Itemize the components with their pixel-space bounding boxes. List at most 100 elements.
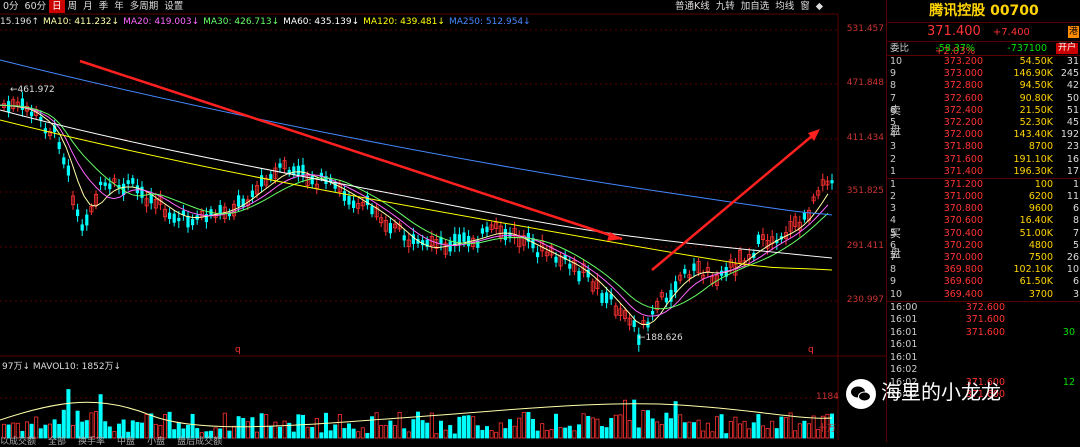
chart-tool-3[interactable]: 均线 — [775, 1, 795, 12]
volume-bar — [747, 428, 752, 439]
candle-body — [365, 195, 369, 206]
volume-bar — [692, 422, 697, 439]
candle-body — [421, 240, 425, 246]
candle-body — [7, 101, 11, 112]
chart-tool-1[interactable]: 九转 — [715, 1, 735, 12]
volume-bar — [158, 424, 163, 439]
candle-body — [172, 213, 176, 223]
volume-bar — [34, 416, 39, 439]
candle-body — [347, 196, 351, 205]
period-tab-4[interactable]: 月 — [83, 1, 93, 12]
period-tab-8[interactable]: 设置 — [164, 1, 184, 12]
stock-title: 腾讯控股 00700 — [887, 0, 1080, 23]
vol-axis-top: 1184 — [816, 392, 839, 402]
candle-body — [830, 180, 834, 184]
chart-tool-4[interactable]: 窗 — [800, 1, 810, 12]
kline-chart[interactable] — [0, 0, 886, 442]
bottom-tabs: 以成交额 全部 换手率 中盘 小盘 盘后成交额 — [0, 434, 234, 447]
sell-row: 1 371.400 196.30K 17 — [890, 165, 1079, 177]
volume-bar — [420, 420, 425, 439]
volume-bar — [121, 419, 126, 439]
chart-tool-5[interactable]: ◆ — [815, 1, 824, 12]
buy-row: 4 370.600 16.40K 8 — [890, 215, 1079, 227]
candle-body — [126, 180, 130, 184]
candle-body — [53, 125, 57, 133]
volume-bar — [738, 423, 743, 439]
candle-body — [825, 180, 830, 186]
volume-bar — [613, 414, 618, 439]
period-tab-0[interactable]: 0分 — [3, 1, 19, 12]
volume-bar — [471, 416, 476, 439]
candle-body — [637, 334, 641, 345]
period-tab-1[interactable]: 60分 — [24, 1, 47, 12]
volume-bar — [682, 422, 687, 439]
volume-bar — [595, 418, 600, 439]
buy-row: 1 371.200 100 1 — [890, 178, 1079, 190]
volume-bar — [300, 414, 305, 439]
candle-body — [678, 274, 683, 281]
candle-body — [756, 234, 760, 244]
volume-bar — [830, 413, 835, 439]
candle-body — [337, 184, 342, 193]
bottom-tab-4[interactable]: 小盘 — [147, 437, 166, 447]
volume-bar — [402, 428, 407, 439]
candle-body — [241, 198, 245, 207]
watermark: 海里的小龙龙 — [845, 372, 1001, 412]
candle-body — [62, 157, 66, 165]
bottom-tab-3[interactable]: 中盘 — [117, 437, 136, 447]
candle-body — [269, 174, 273, 180]
chart-tool-0[interactable]: 普通K线 — [675, 1, 710, 12]
volume-bar — [687, 421, 692, 439]
volume-bar — [503, 428, 508, 439]
low-marker: ←188.626 — [638, 333, 683, 343]
period-tab-7[interactable]: 多周期 — [129, 1, 159, 12]
volume-bar — [632, 399, 637, 439]
volume-bar — [461, 415, 466, 439]
candle-body — [811, 196, 816, 202]
volume-bar — [600, 426, 605, 439]
candle-body — [352, 200, 356, 209]
bottom-tab-1[interactable]: 全部 — [48, 437, 67, 447]
candle-body — [508, 232, 512, 237]
volume-bar — [425, 422, 430, 439]
candle-body — [788, 221, 793, 232]
period-tab-2[interactable]: 日 — [49, 0, 65, 13]
ma-item-3: MA30: 426.713↓ — [203, 17, 280, 27]
volume-bar — [162, 414, 167, 439]
volume-bar — [489, 430, 494, 439]
volume-bar — [770, 420, 775, 439]
volume-bar — [572, 430, 577, 439]
candle-body — [310, 175, 314, 185]
price-tick-label: 230.997 — [846, 295, 884, 305]
volume-bar — [218, 428, 223, 439]
period-tab-5[interactable]: 季 — [98, 1, 109, 12]
open-account-button[interactable]: 开户 — [1055, 43, 1078, 54]
sell-row: 3 371.800 8700 23 — [890, 141, 1079, 153]
candle-body — [379, 217, 384, 224]
price-line: 371.400 +7.400 +2.03% 港 — [887, 23, 1080, 57]
chart-tool-2[interactable]: 加自选 — [740, 1, 770, 12]
sell-row: 10 373.200 54.50K 31 — [890, 56, 1079, 67]
volume-bar — [475, 425, 480, 439]
period-tab-6[interactable]: 年 — [114, 1, 124, 12]
candle-body — [793, 216, 798, 227]
candle-body — [485, 226, 489, 233]
bottom-tab-5[interactable]: 盘后成交额 — [177, 437, 223, 447]
candle-body — [669, 289, 673, 302]
candle-body — [66, 165, 70, 176]
buy-row: 5 370.400 51.00K 7 — [890, 227, 1079, 239]
volume-bar — [586, 415, 591, 439]
candle-body — [775, 239, 779, 244]
candle-body — [434, 239, 439, 249]
period-tab-3[interactable]: 周 — [67, 1, 78, 12]
candle-body — [590, 281, 595, 292]
volume-bar — [567, 425, 572, 439]
bottom-tab-2[interactable]: 换手率 — [78, 437, 106, 447]
volume-bar — [98, 394, 103, 439]
bottom-tab-0[interactable]: 以成交额 — [0, 437, 37, 447]
ma-item-5: MA120: 439.481↓ — [363, 17, 445, 27]
volume-bar — [149, 413, 154, 439]
volume-bar — [38, 428, 43, 439]
candle-body — [701, 274, 706, 279]
volume-bar — [287, 422, 292, 439]
